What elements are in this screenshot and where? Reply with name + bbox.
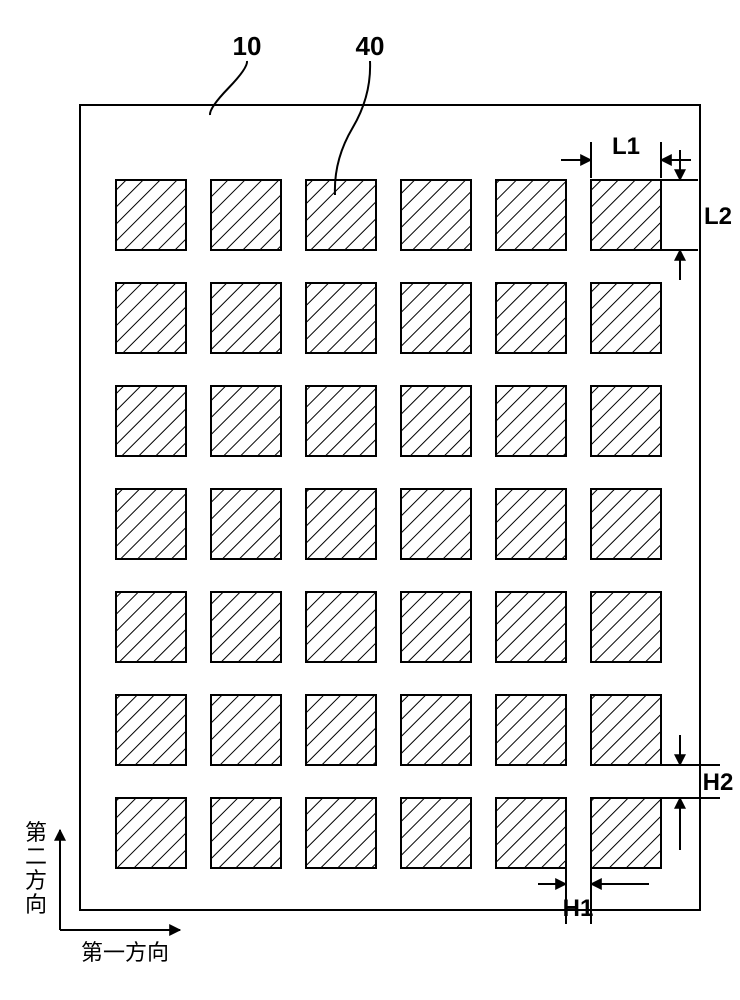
grid-cell [591, 592, 661, 662]
x-axis-label: 第一方向 [81, 940, 169, 965]
grid-cell [116, 489, 186, 559]
grid-cell [401, 592, 471, 662]
grid-cell [591, 489, 661, 559]
grid-cell [306, 592, 376, 662]
grid-cell [591, 283, 661, 353]
stage: 10 40 L1 L2 H1 H2 第一方向 第二方向 [0, 0, 740, 1000]
grid-cell [116, 386, 186, 456]
svg-text:L2: L2 [704, 203, 732, 230]
grid-cell [306, 180, 376, 250]
grid-cell [211, 592, 281, 662]
grid-cell [116, 592, 186, 662]
grid-cell [116, 798, 186, 868]
grid-cell [496, 180, 566, 250]
grid-cell [211, 798, 281, 868]
grid-cell [211, 695, 281, 765]
callout-label: 40 [356, 31, 385, 61]
grid-cell [496, 489, 566, 559]
y-axis-label: 第二方向 [25, 820, 47, 917]
grid-cell [306, 386, 376, 456]
grid-cell [211, 386, 281, 456]
grid-cell [591, 180, 661, 250]
grid-cell [116, 180, 186, 250]
grid-cell [211, 180, 281, 250]
grid-cell [306, 798, 376, 868]
grid-cell [496, 798, 566, 868]
grid-cell [211, 283, 281, 353]
grid-cell [496, 592, 566, 662]
grid-cell [401, 180, 471, 250]
grid-cell [401, 489, 471, 559]
grid-cell [496, 386, 566, 456]
grid-cell [116, 283, 186, 353]
grid-cell [591, 386, 661, 456]
grid-cell [401, 798, 471, 868]
svg-text:H2: H2 [703, 769, 734, 796]
grid-cell [401, 386, 471, 456]
grid-cell [211, 489, 281, 559]
grid-cell [401, 695, 471, 765]
svg-text:H1: H1 [563, 895, 594, 922]
grid-cell [496, 283, 566, 353]
grid-cell [306, 489, 376, 559]
grid-cell [496, 695, 566, 765]
callout-label: 10 [233, 31, 262, 61]
grid-cell [306, 695, 376, 765]
grid-cell [401, 283, 471, 353]
grid-cell [591, 798, 661, 868]
svg-text:L1: L1 [612, 133, 640, 160]
grid-cell [306, 283, 376, 353]
grid-cell [116, 695, 186, 765]
grid-cell [591, 695, 661, 765]
